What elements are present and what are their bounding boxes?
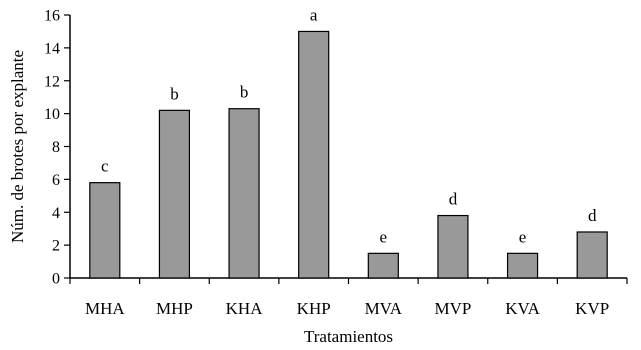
significance-label: c — [101, 157, 109, 176]
significance-label: d — [588, 206, 597, 225]
significance-label: a — [310, 5, 318, 24]
y-tick-label: 2 — [52, 238, 60, 255]
bar-mvp — [437, 214, 469, 279]
significance-labels: c b b a e d e d — [101, 5, 597, 246]
y-tick-label: 10 — [44, 106, 60, 123]
bar-kha — [228, 108, 260, 279]
significance-label: e — [519, 227, 527, 246]
significance-label: b — [240, 83, 249, 102]
x-tick-label: KHP — [297, 299, 331, 318]
y-tick-label: 12 — [44, 73, 60, 90]
x-tick-label: KVP — [575, 299, 609, 318]
y-tick-label: 0 — [52, 271, 60, 288]
significance-label: b — [170, 84, 179, 103]
x-tick-label: MHP — [156, 299, 193, 318]
bar-kvp — [576, 231, 608, 279]
y-tick-label: 6 — [52, 172, 60, 189]
y-tick-label: 8 — [52, 139, 60, 156]
bars — [89, 30, 608, 279]
x-tick-label: KHA — [226, 299, 264, 318]
x-tick-label: MVP — [435, 299, 472, 318]
bar-mhp — [158, 109, 191, 279]
bar-khp — [298, 30, 330, 279]
y-tick-label: 14 — [44, 40, 60, 57]
x-tick-label: MVA — [365, 299, 403, 318]
y-axis-title: Núm. de brotes por explante — [8, 50, 27, 243]
significance-label: d — [449, 190, 458, 209]
significance-label: e — [380, 227, 388, 246]
bar-kva — [506, 252, 539, 279]
x-axis: MHA MHP KHA KHP MVA MVP KVA KVP — [69, 277, 628, 318]
bar-mha — [89, 182, 121, 279]
x-axis-title: Tratamientos — [304, 327, 393, 346]
y-axis: 0 2 4 6 8 10 12 14 16 — [44, 8, 71, 288]
y-tick-label: 4 — [52, 205, 60, 222]
x-tick-label: MHA — [85, 299, 125, 318]
y-tick-label: 16 — [44, 8, 60, 25]
x-tick-label: KVA — [505, 299, 540, 318]
bar-mva — [367, 252, 399, 279]
